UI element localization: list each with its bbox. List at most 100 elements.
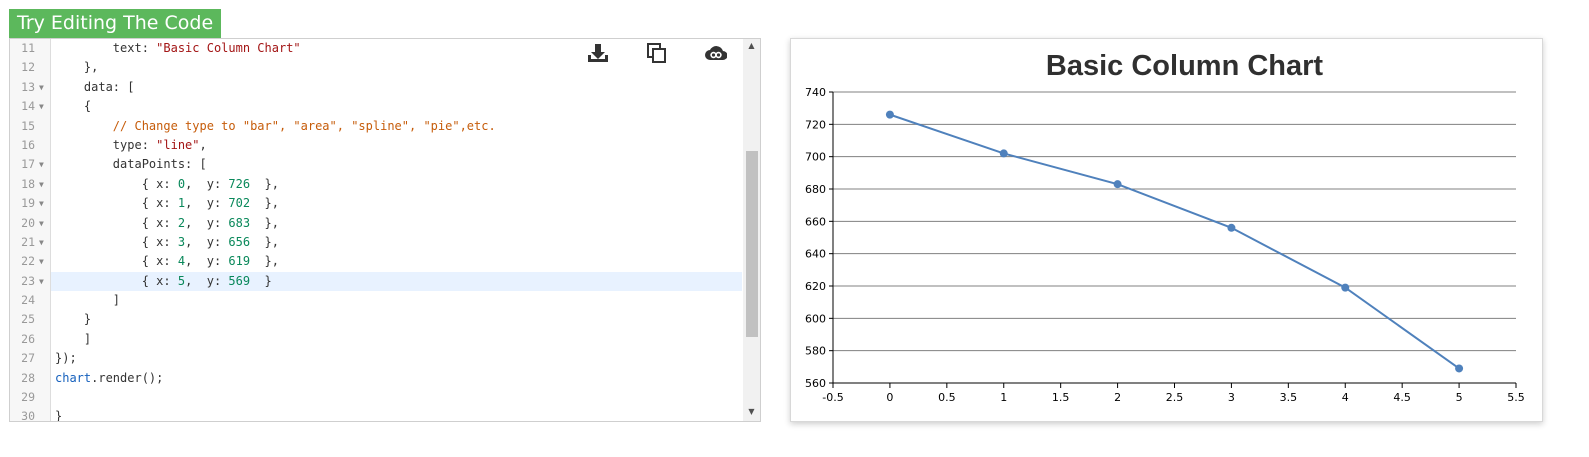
code-text[interactable]: ] bbox=[51, 291, 742, 310]
code-text[interactable]: { x: 4, y: 619 }, bbox=[51, 252, 742, 271]
y-tick-label: 740 bbox=[805, 86, 826, 99]
code-text[interactable]: ] bbox=[51, 330, 742, 349]
x-tick-label: 1 bbox=[1000, 391, 1007, 404]
code-text[interactable]: { x: 2, y: 683 }, bbox=[51, 214, 742, 233]
fold-arrow-icon[interactable]: ▼ bbox=[39, 102, 44, 112]
scroll-thumb[interactable] bbox=[746, 151, 758, 337]
code-text[interactable]: }, bbox=[51, 58, 742, 77]
code-line[interactable]: 24 ] bbox=[10, 291, 742, 310]
code-token: 726 bbox=[228, 176, 251, 191]
x-tick-label: 2 bbox=[1114, 391, 1121, 404]
line-number: 29 bbox=[21, 390, 35, 405]
code-text[interactable]: } bbox=[51, 310, 742, 329]
code-token: , y: bbox=[185, 254, 229, 269]
code-token: , y: bbox=[185, 196, 229, 211]
code-text[interactable]: data: [ bbox=[51, 78, 742, 97]
fold-arrow-icon[interactable]: ▼ bbox=[39, 276, 44, 286]
code-line[interactable]: 30} bbox=[10, 407, 742, 422]
line-number: 14 bbox=[21, 99, 35, 114]
y-tick-label: 700 bbox=[805, 151, 826, 164]
code-line[interactable]: 11 text: "Basic Column Chart" bbox=[10, 39, 742, 58]
fold-arrow-icon[interactable]: ▼ bbox=[39, 160, 44, 170]
x-tick-label: 4 bbox=[1342, 391, 1349, 404]
line-number: 26 bbox=[21, 331, 35, 346]
code-text[interactable]: { bbox=[51, 97, 742, 116]
code-token: 656 bbox=[228, 234, 251, 249]
code-lines[interactable]: 11 text: "Basic Column Chart" 12 }, 13 ▼ da… bbox=[10, 39, 742, 422]
code-line[interactable]: 19 ▼ { x: 1, y: 702 }, bbox=[10, 194, 742, 213]
cloud-link-icon[interactable] bbox=[705, 42, 727, 64]
copy-icon[interactable] bbox=[646, 42, 668, 64]
code-token: } bbox=[250, 273, 272, 288]
code-token: }, bbox=[250, 215, 280, 230]
line-number: 25 bbox=[21, 312, 35, 327]
try-editing-badge[interactable]: Try Editing The Code bbox=[9, 9, 222, 38]
code-text[interactable]: dataPoints: [ bbox=[51, 155, 742, 174]
line-number: 23 bbox=[21, 273, 35, 288]
code-token: }, bbox=[250, 234, 280, 249]
code-line[interactable]: 12 }, bbox=[10, 58, 742, 77]
code-text[interactable]: // Change type to "bar", "area", "spline… bbox=[51, 117, 742, 136]
x-tick-label: 2.5 bbox=[1166, 391, 1184, 404]
code-token: { x: bbox=[55, 234, 178, 249]
fold-arrow-icon[interactable]: ▼ bbox=[39, 257, 44, 267]
fold-arrow-icon[interactable]: ▼ bbox=[39, 179, 44, 189]
line-number: 30 bbox=[21, 409, 35, 422]
x-tick-label: 5 bbox=[1456, 391, 1463, 404]
code-token: dataPoints: [ bbox=[55, 157, 207, 172]
code-token: // Change type to "bar", "area", "spline… bbox=[112, 118, 496, 133]
code-editor[interactable]: 11 text: "Basic Column Chart" 12 }, 13 ▼ da… bbox=[9, 38, 761, 422]
line-number: 19 bbox=[21, 196, 35, 211]
y-tick-label: 620 bbox=[805, 280, 826, 293]
code-token: } bbox=[55, 312, 92, 327]
chart-title: Basic Column Chart bbox=[1046, 50, 1323, 82]
code-token: , y: bbox=[185, 273, 229, 288]
code-line[interactable]: 13 ▼ data: [ bbox=[10, 78, 742, 97]
code-token: 683 bbox=[228, 215, 251, 230]
code-line[interactable]: 27}); bbox=[10, 349, 742, 368]
code-line[interactable]: 29 bbox=[10, 388, 742, 407]
code-line[interactable]: 18 ▼ { x: 0, y: 726 }, bbox=[10, 175, 742, 194]
data-point bbox=[999, 149, 1008, 158]
code-line[interactable]: 28 chart.render(); bbox=[10, 369, 742, 388]
code-token: , y: bbox=[185, 215, 229, 230]
code-line[interactable]: 17 ▼ dataPoints: [ bbox=[10, 155, 742, 174]
code-token: { bbox=[55, 99, 92, 114]
scroll-down-arrow[interactable]: ▼ bbox=[748, 407, 755, 416]
code-line[interactable]: 14 ▼ { bbox=[10, 97, 742, 116]
code-line[interactable]: 25 } bbox=[10, 310, 742, 329]
data-point bbox=[1341, 283, 1350, 292]
code-text[interactable]: { x: 5, y: 569 } bbox=[51, 271, 742, 292]
code-text[interactable]: }); bbox=[51, 349, 742, 368]
code-text[interactable]: chart.render(); bbox=[51, 369, 742, 388]
line-number: 13 bbox=[21, 79, 35, 94]
scroll-up-arrow[interactable]: ▲ bbox=[748, 41, 755, 50]
x-tick-label: 0.5 bbox=[938, 391, 956, 404]
editor-scrollbar[interactable]: ▲ ▼ bbox=[743, 39, 760, 421]
code-text[interactable]: { x: 0, y: 726 }, bbox=[51, 175, 742, 194]
x-tick-label: 0 bbox=[886, 391, 893, 404]
code-line[interactable]: 16 type: "line", bbox=[10, 136, 742, 155]
code-token: 619 bbox=[228, 254, 251, 269]
code-token: .render(); bbox=[91, 370, 164, 385]
code-text[interactable]: { x: 1, y: 702 }, bbox=[51, 194, 742, 213]
code-line[interactable]: 21 ▼ { x: 3, y: 656 }, bbox=[10, 233, 742, 252]
code-token: chart bbox=[55, 370, 92, 385]
code-line[interactable]: 15 // Change type to "bar", "area", "spl… bbox=[10, 117, 742, 136]
code-line[interactable]: 23 ▼ { x: 5, y: 569 } bbox=[10, 271, 742, 292]
code-line[interactable]: 22 ▼ { x: 4, y: 619 }, bbox=[10, 252, 742, 271]
code-text[interactable]: } bbox=[51, 407, 742, 421]
fold-arrow-icon[interactable]: ▼ bbox=[39, 218, 44, 228]
code-text[interactable]: type: "line", bbox=[51, 136, 742, 155]
fold-arrow-icon[interactable]: ▼ bbox=[39, 82, 44, 92]
code-token: , y: bbox=[185, 176, 229, 191]
code-line[interactable]: 20 ▼ { x: 2, y: 683 }, bbox=[10, 214, 742, 233]
code-token: { x: bbox=[55, 215, 178, 230]
code-text[interactable] bbox=[51, 388, 742, 407]
download-icon[interactable] bbox=[587, 42, 609, 64]
code-line[interactable]: 26 ] bbox=[10, 330, 742, 349]
fold-arrow-icon[interactable]: ▼ bbox=[39, 199, 44, 209]
code-text[interactable]: { x: 3, y: 656 }, bbox=[51, 233, 742, 252]
code-text[interactable]: text: "Basic Column Chart" bbox=[51, 39, 742, 58]
fold-arrow-icon[interactable]: ▼ bbox=[39, 237, 44, 247]
